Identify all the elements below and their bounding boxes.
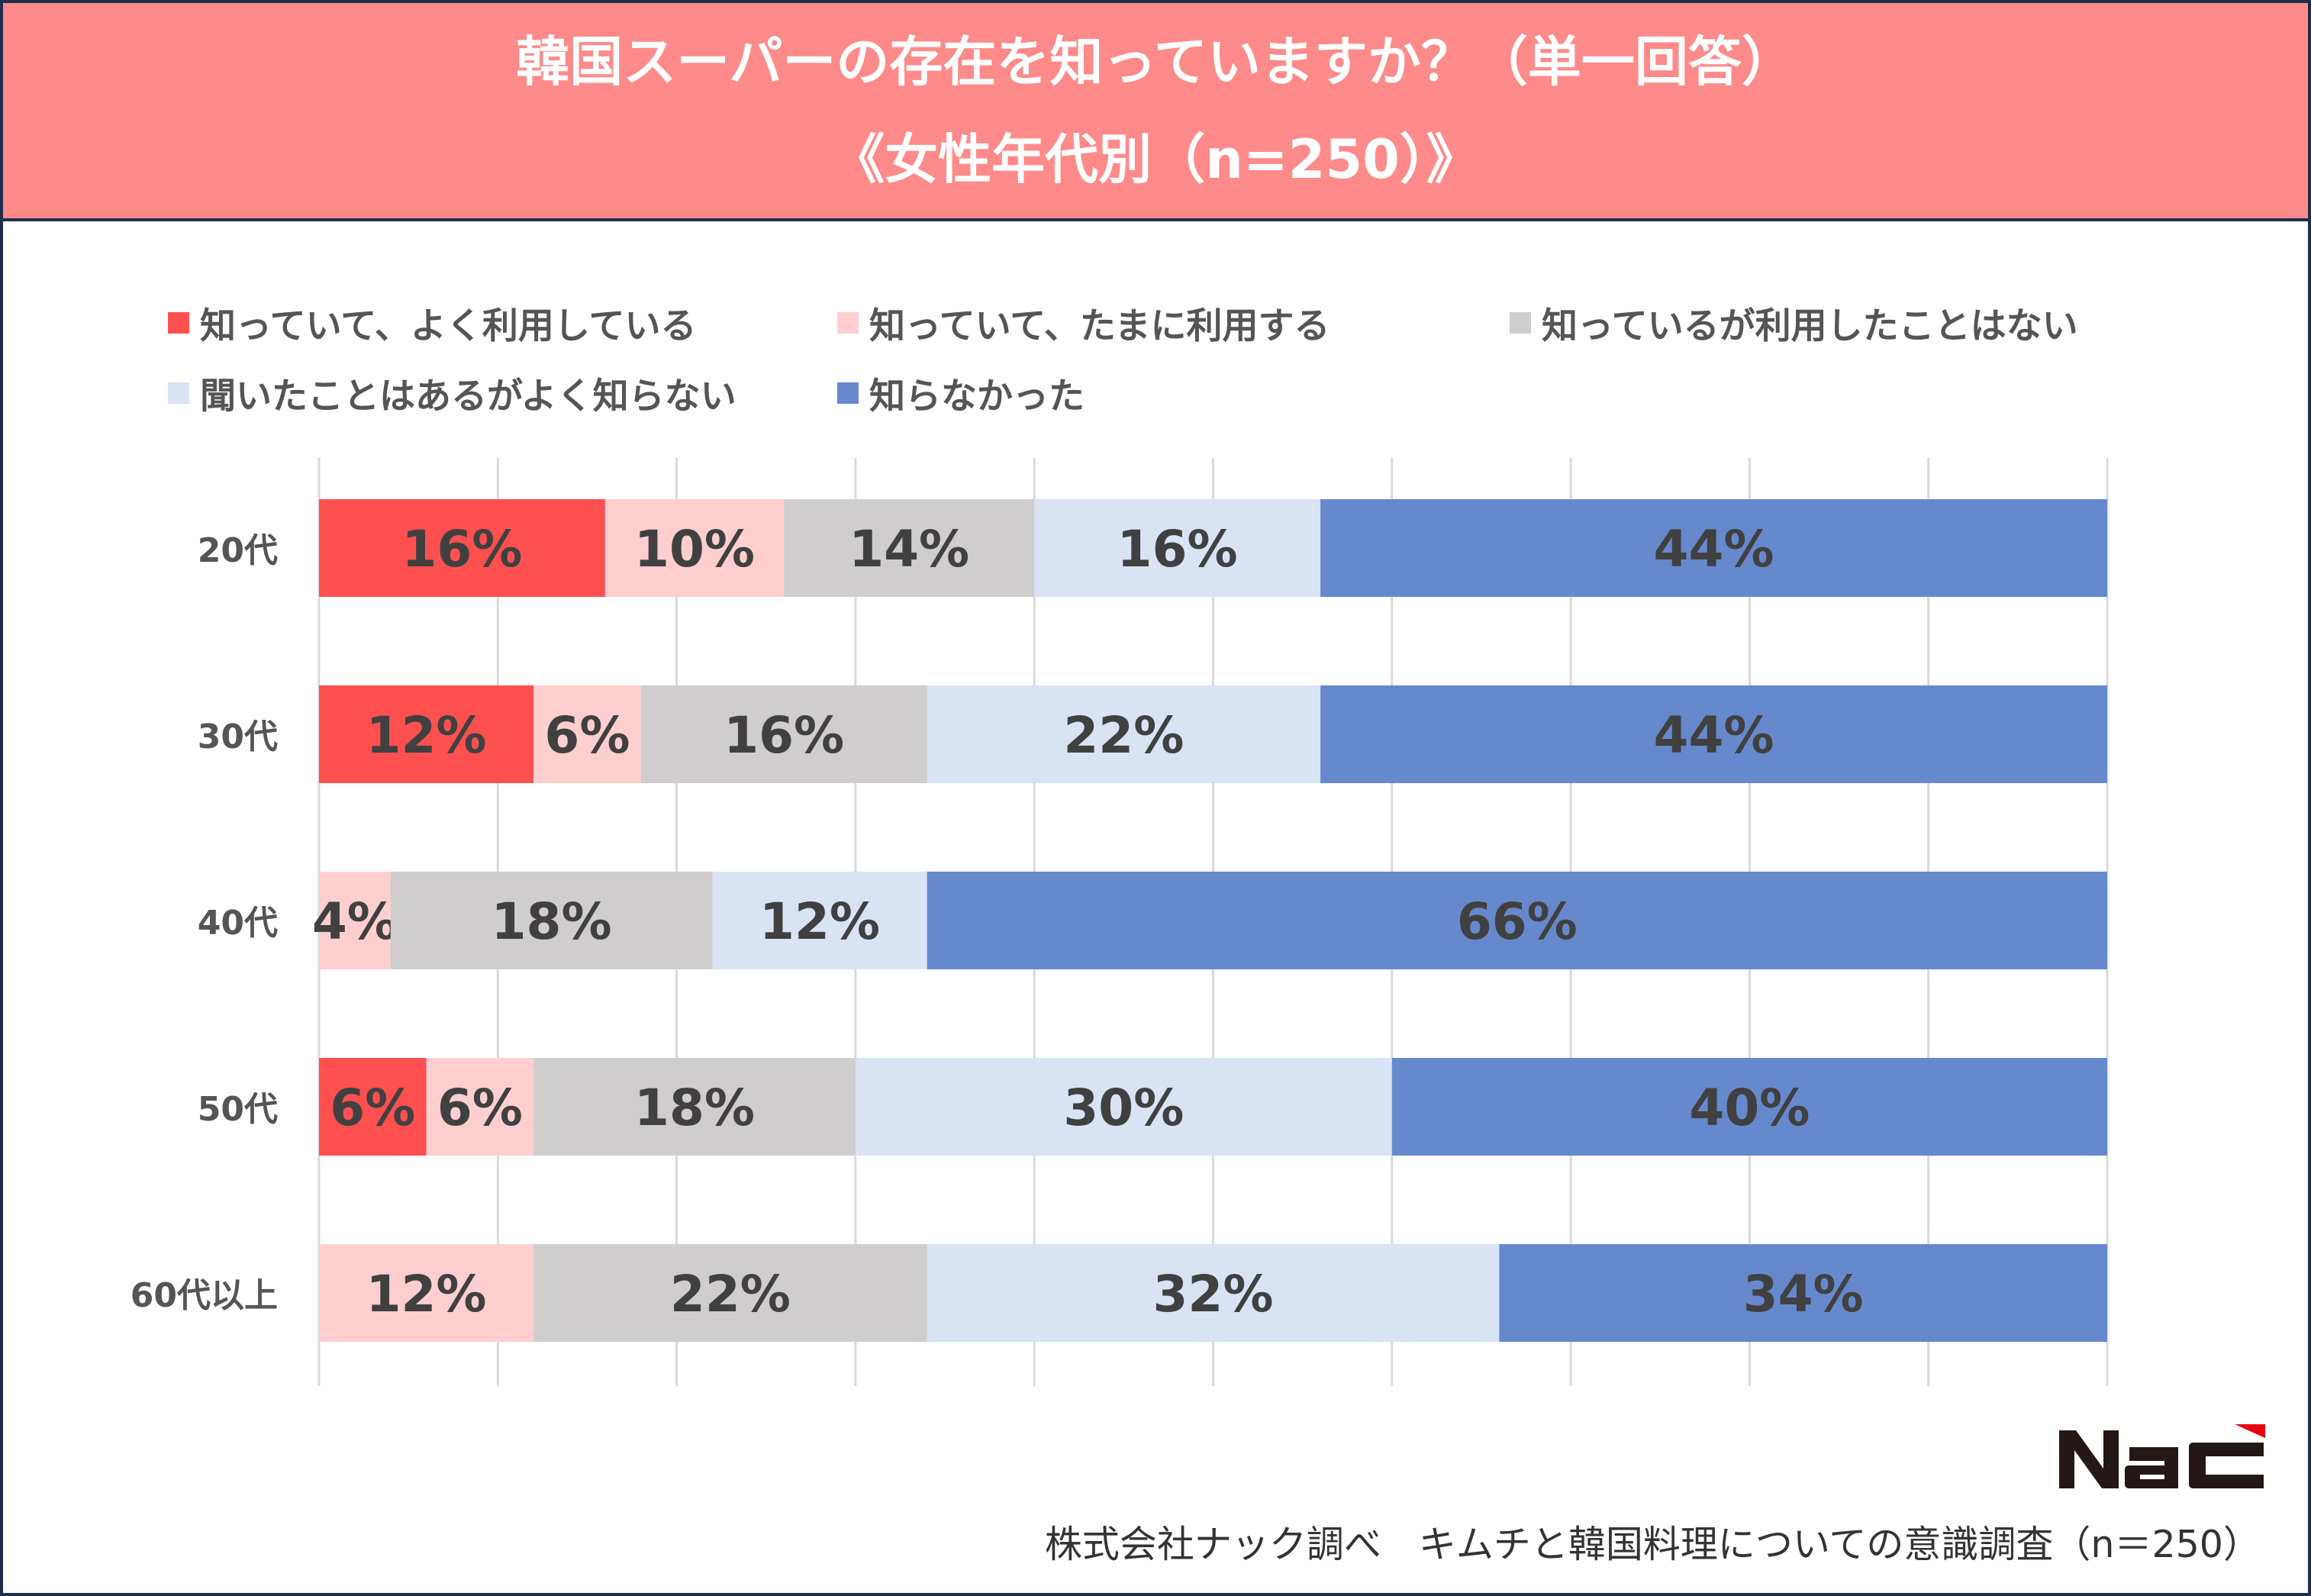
- data-label: 10%: [634, 520, 755, 579]
- bar-segment: [640, 685, 927, 783]
- bar-segment: [927, 1244, 1500, 1342]
- bar-segment: [1499, 1244, 2107, 1342]
- bar-segment: [604, 499, 785, 597]
- data-label: 40%: [1689, 1079, 1810, 1137]
- data-label: 16%: [1117, 520, 1238, 579]
- data-label: 32%: [1153, 1265, 1274, 1324]
- chart-subtitle: 《女性年代別（n=250）》: [831, 128, 1480, 191]
- data-label: 18%: [634, 1079, 755, 1137]
- bar-segment: [390, 872, 713, 969]
- bar-segment: [927, 872, 2107, 969]
- data-label: 6%: [437, 1079, 523, 1137]
- data-label: 16%: [401, 520, 522, 579]
- source-footnote: 株式会社ナック調べ キムチと韓国料理についての意識調査（n＝250）: [1044, 1523, 2261, 1566]
- category-label: 30代: [198, 717, 278, 756]
- bar-segment: [319, 1058, 427, 1156]
- logo-accent: [2235, 1424, 2265, 1438]
- bar-segment: [319, 685, 534, 783]
- bar-segment: [1034, 499, 1321, 597]
- bar-segment: [784, 499, 1035, 597]
- category-label: 40代: [198, 904, 278, 943]
- data-label: 44%: [1654, 520, 1774, 579]
- data-label: 12%: [366, 706, 487, 765]
- data-label: 44%: [1654, 706, 1774, 765]
- data-label: 22%: [670, 1265, 791, 1324]
- data-label: 4%: [312, 892, 398, 951]
- bar-segment: [533, 1244, 927, 1342]
- bar-segment: [319, 1244, 534, 1342]
- category-label: 60代以上: [131, 1276, 278, 1315]
- nac-logo: [2059, 1424, 2265, 1488]
- stacked-bar-chart: 20代 16% 10% 14% 16% 44% 30代 12% 6% 16% 22% 44% 40代 4%…: [131, 458, 2109, 1386]
- bar-segment: [533, 685, 641, 783]
- data-label: 16%: [724, 706, 844, 765]
- chart-header: 韓国スーパーの存在を知っていますか？（単一回答） 《女性年代別（n=250）》: [3, 3, 2308, 221]
- category-label: 20代: [198, 531, 278, 570]
- data-label: 12%: [759, 892, 880, 951]
- logo-letter-n: [2059, 1430, 2119, 1488]
- data-label: 12%: [366, 1265, 487, 1324]
- data-label: 66%: [1457, 892, 1578, 951]
- bar-segment: [319, 872, 391, 969]
- data-label: 14%: [849, 520, 969, 579]
- bar-segment: [426, 1058, 534, 1156]
- logo-letter-a: [2125, 1447, 2178, 1488]
- bar-segment: [712, 872, 927, 969]
- bar-segment: [319, 499, 605, 597]
- bar-segment: [855, 1058, 1392, 1156]
- bar-segment: [1320, 499, 2107, 597]
- data-label: 34%: [1743, 1265, 1864, 1324]
- data-label: 6%: [544, 706, 630, 765]
- data-label: 18%: [492, 892, 612, 951]
- bar-segment: [927, 685, 1321, 783]
- bar-segment: [533, 1058, 856, 1156]
- data-label: 30%: [1063, 1079, 1184, 1137]
- category-label: 50代: [198, 1090, 278, 1129]
- chart-title: 韓国スーパーの存在を知っていますか？（単一回答）: [516, 31, 1795, 93]
- data-label: 22%: [1063, 706, 1184, 765]
- bar-segment: [1391, 1058, 2107, 1156]
- data-label: 6%: [330, 1079, 415, 1137]
- logo-letter-c: [2189, 1443, 2264, 1488]
- bar-segment: [1320, 685, 2107, 783]
